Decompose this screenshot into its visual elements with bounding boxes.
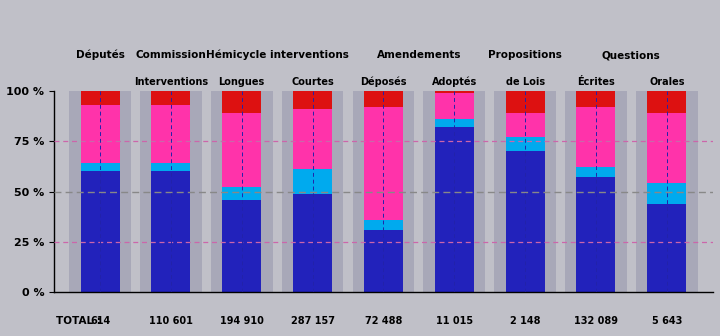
- Bar: [293, 169, 332, 194]
- Bar: [435, 127, 474, 292]
- Bar: [577, 177, 616, 292]
- Bar: [364, 107, 403, 220]
- Text: Longues: Longues: [219, 77, 265, 87]
- Bar: [565, 91, 626, 292]
- Bar: [81, 171, 120, 292]
- Bar: [505, 151, 544, 292]
- Bar: [647, 113, 686, 183]
- Text: 132 089: 132 089: [574, 316, 618, 326]
- Bar: [647, 91, 686, 113]
- Text: 287 157: 287 157: [291, 316, 335, 326]
- Text: Députés: Députés: [76, 50, 125, 60]
- Bar: [293, 194, 332, 292]
- Bar: [505, 113, 544, 137]
- Text: 5 643: 5 643: [652, 316, 682, 326]
- Bar: [293, 109, 332, 169]
- Bar: [151, 91, 190, 105]
- Bar: [222, 187, 261, 200]
- Text: 72 488: 72 488: [365, 316, 402, 326]
- Bar: [364, 91, 403, 107]
- Bar: [577, 167, 616, 177]
- Text: Commission: Commission: [135, 50, 206, 60]
- Bar: [577, 91, 616, 107]
- Text: 614: 614: [90, 316, 110, 326]
- Bar: [211, 91, 273, 292]
- Bar: [647, 204, 686, 292]
- Bar: [435, 119, 474, 127]
- Bar: [577, 107, 616, 167]
- Text: Adoptés: Adoptés: [431, 77, 477, 87]
- Text: 2 148: 2 148: [510, 316, 540, 326]
- Text: 110 601: 110 601: [149, 316, 193, 326]
- Text: 194 910: 194 910: [220, 316, 264, 326]
- Bar: [647, 183, 686, 204]
- Bar: [222, 113, 261, 187]
- Bar: [151, 163, 190, 171]
- Text: Déposés: Déposés: [360, 77, 407, 87]
- Bar: [151, 171, 190, 292]
- Bar: [435, 91, 474, 93]
- Bar: [222, 91, 261, 113]
- Bar: [69, 91, 131, 292]
- Bar: [81, 105, 120, 163]
- Bar: [505, 91, 544, 113]
- Bar: [636, 91, 698, 292]
- Text: Orales: Orales: [649, 77, 685, 87]
- Bar: [140, 91, 202, 292]
- Bar: [222, 200, 261, 292]
- Text: 11 015: 11 015: [436, 316, 473, 326]
- Bar: [435, 93, 474, 119]
- Bar: [494, 91, 556, 292]
- Text: Amendements: Amendements: [377, 50, 461, 60]
- Text: Interventions: Interventions: [134, 77, 208, 87]
- Bar: [293, 91, 332, 109]
- Bar: [282, 91, 343, 292]
- Text: de Lois: de Lois: [505, 77, 544, 87]
- Bar: [364, 230, 403, 292]
- Text: TOTAL :: TOTAL :: [56, 316, 101, 326]
- Text: Questions: Questions: [602, 50, 661, 60]
- Bar: [353, 91, 414, 292]
- Bar: [423, 91, 485, 292]
- Text: Hémicycle interventions: Hémicycle interventions: [206, 50, 348, 60]
- Bar: [81, 163, 120, 171]
- Text: Courtes: Courtes: [291, 77, 334, 87]
- Text: Propositions: Propositions: [488, 50, 562, 60]
- Text: Écrites: Écrites: [577, 77, 615, 87]
- Bar: [151, 105, 190, 163]
- Bar: [81, 91, 120, 105]
- Bar: [505, 137, 544, 151]
- Bar: [364, 220, 403, 230]
